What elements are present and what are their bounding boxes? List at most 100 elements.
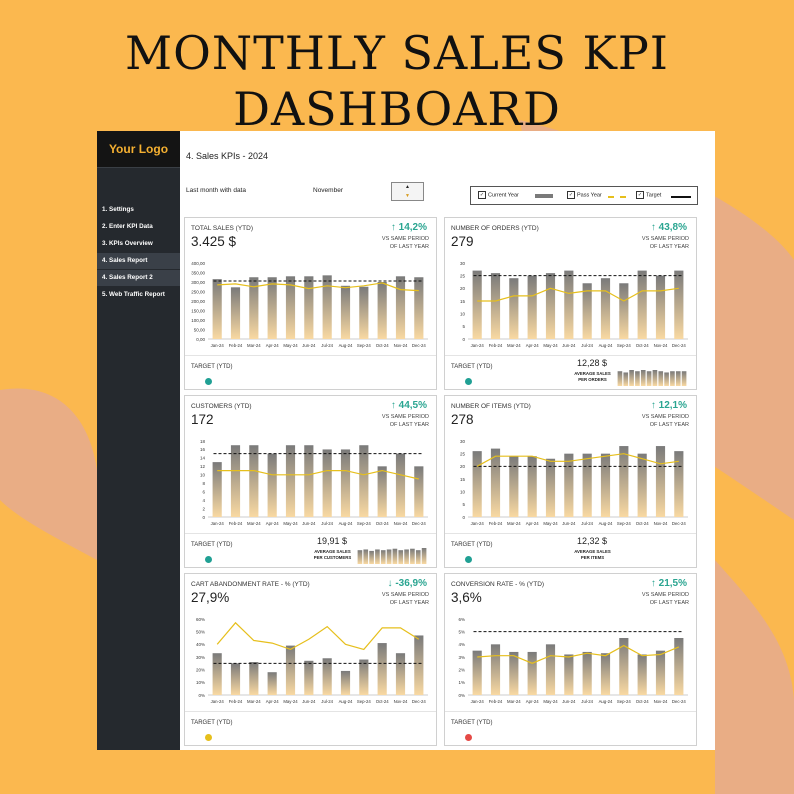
average-sparkline — [617, 370, 687, 386]
change-indicator: ↑ 12,1% — [651, 400, 687, 411]
legend-current-year[interactable]: ✓ Current Year — [478, 191, 519, 199]
card-title: CONVERSION RATE - % (YTD) — [451, 581, 545, 588]
legend-line-swatch — [608, 196, 626, 198]
current-year-bar — [230, 445, 241, 517]
x-tick-label: Feb-24 — [489, 699, 503, 704]
checkbox-icon[interactable]: ✓ — [567, 191, 575, 199]
y-tick-label: 300,00 — [191, 280, 205, 285]
sparkline-bar — [652, 370, 658, 386]
current-year-bar — [637, 654, 647, 695]
x-tick-label: Jul-24 — [321, 343, 333, 348]
current-year-bar — [582, 283, 592, 339]
y-tick-label: 30% — [196, 655, 205, 660]
month-value: November — [313, 187, 343, 194]
arrow-down-icon: ↓ — [387, 578, 393, 589]
comparison-note-line-1: VS SAME PERIOD — [641, 236, 689, 242]
kpi-card-number-of-items: NUMBER OF ITEMS (YTD) 278 ↑ 12,1% VS SAME P… — [444, 395, 697, 568]
current-year-bar — [545, 273, 556, 339]
current-year-bar — [490, 273, 501, 339]
sparkline-bar — [681, 371, 687, 386]
y-tick-label: 200,00 — [191, 299, 205, 304]
average-value: 12,32 $ — [577, 536, 608, 546]
current-year-bar — [674, 638, 684, 695]
nav-settings[interactable]: 1. Settings — [102, 206, 134, 213]
logo-text: Your Logo — [108, 142, 169, 156]
y-tick-label: 15 — [460, 477, 466, 482]
legend-pass-year[interactable]: ✓ Pass Year — [567, 191, 602, 199]
y-tick-label: 2 — [202, 506, 205, 511]
change-indicator: ↑ 14,2% — [391, 222, 427, 233]
legend-target[interactable]: ✓ Target — [636, 191, 661, 199]
x-tick-label: Apr-24 — [266, 521, 280, 526]
y-tick-label: 100,00 — [191, 318, 205, 323]
x-tick-label: Dec-24 — [412, 343, 426, 348]
month-spinner[interactable]: ▲ ▼ — [391, 182, 424, 201]
y-tick-label: 400,00 — [191, 261, 205, 266]
average-sparkline — [357, 548, 427, 564]
comparison-note-line-2: OF LAST YEAR — [389, 243, 429, 250]
x-tick-label: Jun-24 — [562, 343, 576, 348]
x-tick-label: Aug-24 — [599, 699, 613, 704]
comparison-note: VS SAME PERIOD OF LAST YEAR — [619, 414, 689, 429]
spinner-up-icon[interactable]: ▲ — [405, 184, 410, 190]
card-value: 27,9% — [191, 590, 230, 605]
y-tick-label: 0 — [202, 515, 205, 520]
nav-enter-kpi-data[interactable]: 2. Enter KPI Data — [102, 223, 153, 230]
comparison-note-line-2: OF LAST YEAR — [649, 599, 689, 606]
comparison-note-line-1: VS SAME PERIOD — [641, 592, 689, 598]
card-title: NUMBER OF ITEMS (YTD) — [451, 403, 531, 410]
card-value: 3.425 $ — [191, 234, 237, 249]
x-tick-label: Sep-24 — [617, 699, 631, 704]
nav-web-traffic-report[interactable]: 5. Web Traffic Report — [102, 291, 165, 298]
current-year-bar — [655, 650, 666, 695]
average-label-line-2: PER ITEMS — [580, 554, 605, 560]
card-divider — [445, 711, 696, 712]
y-tick-label: 150,00 — [191, 308, 205, 313]
x-tick-label: Jul-24 — [321, 521, 333, 526]
kpi-bar-chart: 0% 10% 20% 30% 40% 50% 60% Jan-24 Feb-24 Mar-24 Ap… — [196, 617, 428, 704]
current-year-bar — [564, 654, 574, 695]
sparkline-bar — [675, 371, 681, 386]
nav-sales-report-2[interactable]: 4. Sales Report 2 — [97, 270, 180, 286]
x-tick-label: Feb-24 — [229, 521, 243, 526]
nav-kpis-overview[interactable]: 3. KPIs Overview — [102, 240, 153, 247]
y-tick-label: 4 — [202, 498, 205, 503]
current-year-bar — [655, 275, 666, 339]
average-label: AVERAGE SALES PER CUSTOMERS — [305, 549, 360, 560]
y-tick-label: 6 — [202, 489, 205, 494]
card-title: TOTAL SALES (YTD) — [191, 225, 254, 232]
x-tick-label: Sep-24 — [617, 521, 631, 526]
x-tick-label: Nov-24 — [654, 343, 668, 348]
average-value: 19,91 $ — [317, 536, 348, 546]
y-tick-label: 20% — [196, 667, 205, 672]
x-tick-label: Dec-24 — [672, 521, 686, 526]
nav-sales-report[interactable]: 4. Sales Report — [97, 253, 180, 269]
spinner-down-icon[interactable]: ▼ — [405, 193, 410, 199]
checkbox-icon[interactable]: ✓ — [636, 191, 644, 199]
y-tick-label: 0 — [462, 515, 465, 520]
average-label-line-1: AVERAGE SALES — [574, 549, 611, 554]
y-tick-label: 15 — [460, 299, 466, 304]
comparison-note: VS SAME PERIOD OF LAST YEAR — [619, 236, 689, 251]
current-year-bar — [340, 285, 351, 339]
change-value: 44,5% — [398, 400, 427, 411]
x-tick-label: Apr-24 — [526, 343, 540, 348]
x-tick-label: Jan-24 — [211, 699, 225, 704]
current-year-bar — [285, 645, 296, 695]
sparkline-bar — [623, 372, 629, 386]
y-tick-label: 20 — [460, 464, 466, 469]
target-status-icon — [205, 734, 212, 741]
y-tick-label: 30 — [460, 261, 466, 266]
sidebar: Your Logo 1. Settings 2. Enter KPI Data … — [97, 131, 180, 750]
current-year-bar — [582, 651, 592, 695]
arrow-up-icon: ↑ — [650, 222, 656, 233]
current-year-bar — [414, 277, 424, 339]
checkbox-icon[interactable]: ✓ — [478, 191, 486, 199]
card-title: CART ABANDONMENT RATE - % (YTD) — [191, 581, 310, 588]
x-tick-label: Mar-24 — [507, 521, 521, 526]
sparkline-bar — [617, 371, 623, 386]
x-tick-label: Aug-24 — [339, 699, 353, 704]
card-divider — [185, 355, 436, 356]
x-tick-label: Jan-24 — [471, 699, 485, 704]
pass-year-line — [477, 644, 680, 664]
